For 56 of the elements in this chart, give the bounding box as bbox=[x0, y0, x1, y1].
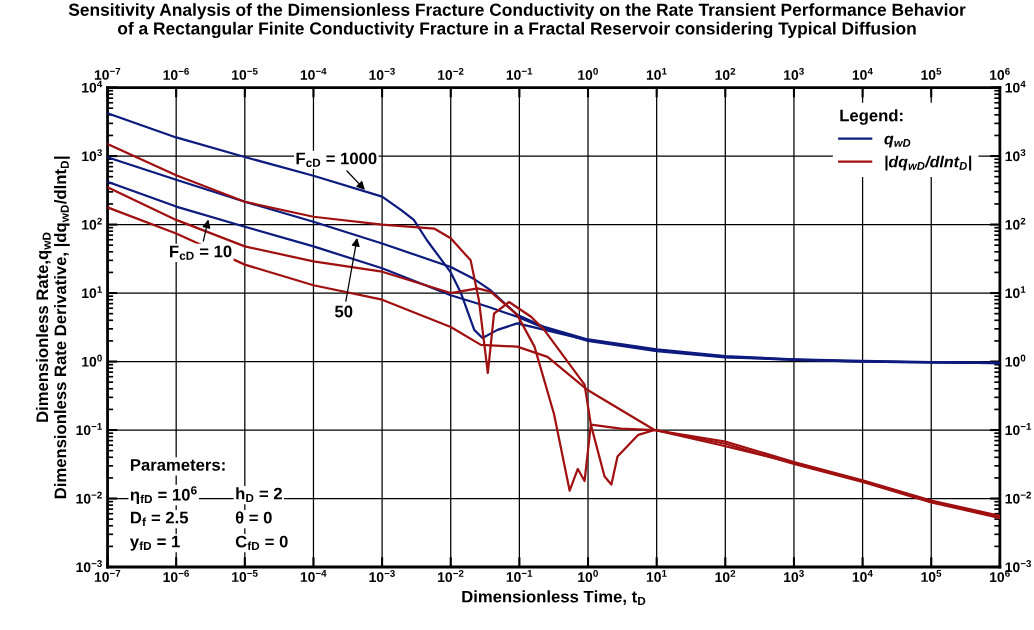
y-axis-title: Dimensionless Rate,q$_{wD}$ Dimensionless Rate Derivative, |dq$_{wD}$/dlnt$_{D}$| bbox=[35, 156, 70, 499]
annotation: F$_{cD}$ = 1000 bbox=[296, 152, 377, 167]
x-tick-label: 10$^{5}$ bbox=[921, 569, 942, 582]
y-tick-label: 10$^{3}$ bbox=[82, 149, 102, 162]
text: 10$^{−2}$ bbox=[1005, 491, 1032, 504]
chart-title: Sensitivity Analysis of the Dimensionless Fracture Conductivity on the Rate Transient Performance Behavior of a Rectangular Finite Conductivity Fracture in a Fractal Reservoir considering Typical Diffusion bbox=[68, 3, 966, 39]
x-tick-label: 10$^{2}$ bbox=[715, 569, 736, 583]
annotation: F$_{cD}$ = 10 bbox=[170, 245, 232, 260]
text: 10$^{4}$ bbox=[1005, 80, 1026, 93]
x-tick-label: 10$^{−5}$ bbox=[232, 569, 258, 582]
text: 10$^{−5}$ bbox=[232, 67, 258, 80]
text: 10$^{−2}$ bbox=[438, 67, 464, 80]
x-tick-label: 10$^{3}$ bbox=[784, 569, 804, 583]
y-tick-label: 10$^{4}$ bbox=[82, 80, 103, 93]
legend-label: |dq$_{wD}$/dlnt$_{D}$| bbox=[885, 155, 972, 171]
x-tick-label: 10$^{−6}$ bbox=[163, 569, 189, 583]
text: 10$^{−3}$ bbox=[369, 67, 395, 80]
annotation: θ = 0 bbox=[235, 511, 272, 524]
legend-title: Legend: bbox=[840, 109, 903, 125]
text: 10$^{1}$ bbox=[1005, 286, 1026, 299]
text: 10$^{0}$ bbox=[578, 67, 598, 80]
text: 10$^{2}$ bbox=[1005, 217, 1026, 230]
x-tick-label: 10$^{1}$ bbox=[646, 569, 667, 582]
y-tick-label: 10$^{1}$ bbox=[82, 286, 102, 299]
text: 10$^{4}$ bbox=[852, 67, 873, 80]
x-tick-label: 10$^{−3}$ bbox=[369, 569, 395, 583]
annotation: y$_{fD}$ = 1 bbox=[129, 535, 180, 551]
x-tick-label: 10$^{−4}$ bbox=[300, 569, 327, 582]
text: 10$^{6}$ bbox=[990, 67, 1010, 80]
x-axis-title: Dimensionless Time, t$_{D}$ bbox=[462, 590, 646, 605]
annotation: Parameters: bbox=[130, 459, 225, 471]
annotation: D$_{f}$ = 2.5 bbox=[130, 511, 189, 526]
x-tick-label: 10$^{0}$ bbox=[578, 569, 598, 583]
x-tick-label: 10$^{4}$ bbox=[852, 569, 873, 582]
text: 10$^{−1}$ bbox=[506, 67, 533, 80]
text: 10$^{−4}$ bbox=[300, 67, 327, 80]
text: 10$^{1}$ bbox=[646, 67, 667, 80]
text: 10$^{3}$ bbox=[1005, 149, 1026, 162]
text: 10$^{2}$ bbox=[715, 67, 736, 80]
y-tick-label: 10$^{−2}$ bbox=[76, 491, 102, 504]
annotation: η$_{fD}$ = 10$^{6}$ bbox=[130, 486, 197, 504]
annotation: h$_{D}$ = 2 bbox=[236, 487, 282, 502]
annotation: 50 bbox=[334, 305, 353, 318]
annotation: C$_{fD}$ = 0 bbox=[235, 535, 288, 550]
y-tick-label: 10$^{2}$ bbox=[82, 217, 102, 230]
text: 10$^{−7}$ bbox=[94, 67, 121, 80]
y-tick-label: 10$^{−1}$ bbox=[76, 423, 102, 436]
text: 10$^{−1}$ bbox=[1005, 423, 1032, 436]
text: 10$^{−6}$ bbox=[163, 67, 189, 80]
text: 10$^{0}$ bbox=[1005, 354, 1026, 367]
legend-label: q$_{wD}$ bbox=[884, 135, 911, 148]
x-tick-label: 10$^{−1}$ bbox=[506, 569, 533, 582]
text: 10$^{3}$ bbox=[784, 67, 804, 80]
y-tick-label: 10$^{0}$ bbox=[82, 354, 102, 367]
x-tick-label: 10$^{−2}$ bbox=[438, 569, 464, 583]
text: 10$^{5}$ bbox=[921, 67, 942, 80]
